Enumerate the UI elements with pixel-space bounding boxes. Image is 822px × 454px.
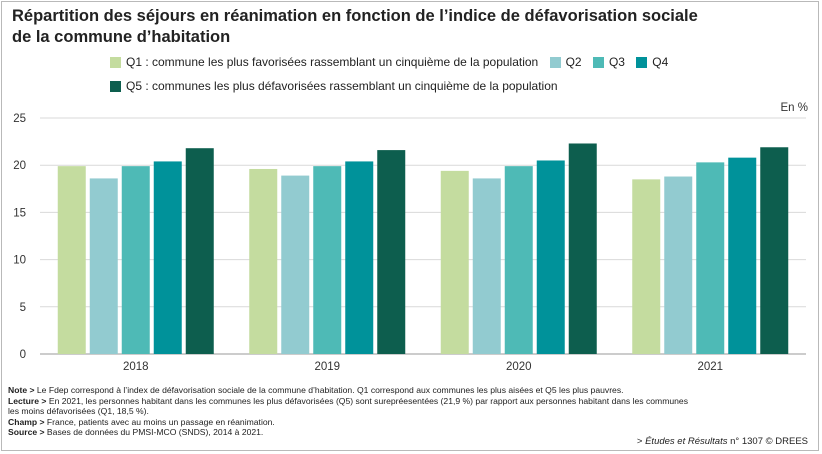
bar-2021-q1 [632, 179, 661, 354]
bar-2020-q5 [568, 143, 597, 354]
bar-2020-q4 [536, 160, 565, 354]
x-tick-label: 2020 [506, 361, 532, 373]
bar-2021-q2 [664, 176, 693, 354]
legend-item-q3: Q3 [592, 55, 625, 69]
bar-2019-q5 [377, 150, 406, 354]
chart-title-line-1: Répartition des séjours en réanimation e… [12, 7, 698, 25]
y-tick-label: 20 [13, 160, 26, 172]
source-line: Source > Bases de données du PMSI-MCO (S… [8, 427, 808, 438]
bar-2020-q3 [504, 166, 533, 354]
champ-text: France, patients avec au moins un passag… [44, 416, 275, 427]
credit-prefix: > [636, 436, 646, 447]
bar-2019-q4 [345, 161, 374, 354]
y-tick-label: 15 [13, 207, 26, 219]
y-tick-label: 0 [20, 349, 26, 361]
note-text: Le Fdep correspond à l’index de défavori… [34, 385, 624, 395]
x-tick-label: 2021 [697, 361, 723, 373]
bar-2021-q3 [696, 162, 725, 354]
bar-2019-q3 [313, 166, 342, 354]
figure-notes: Note > Le Fdep correspond à l’index de d… [8, 385, 808, 438]
lecture-line-2: les moins défavorisées (Q1, 18,5 %). [8, 406, 149, 417]
legend-row-1: Q1 : commune les plus favorisées rassemb… [110, 55, 676, 73]
source-label: Source > [8, 427, 45, 438]
legend-swatch-q1 [110, 56, 121, 68]
y-tick-label: 25 [13, 113, 26, 125]
legend-item-q2: Q2 [549, 55, 582, 69]
x-tick-label: 2019 [314, 361, 340, 373]
legend-label-q5: Q5 : communes les plus défavorisées rass… [126, 79, 558, 93]
bar-2018-q4 [153, 161, 182, 354]
credit-publication: Études et Résultats [645, 436, 728, 447]
bar-2019-q1 [249, 168, 278, 354]
legend-item-q4: Q4 [636, 55, 668, 69]
source-text: Bases de données du PMSI-MCO (SNDS), 201… [44, 427, 264, 438]
bar-2020-q1 [440, 170, 469, 354]
legend-swatch-q3 [592, 56, 604, 68]
y-tick-label: 5 [20, 302, 26, 314]
chart-title: Répartition des séjours en réanimation e… [12, 6, 772, 48]
lecture-text: En 2021, les personnes habitant dans les… [46, 395, 689, 406]
legend-label-q1: Q1 : commune les plus favorisées rassemb… [126, 55, 539, 69]
credit-suffix: n° 1307 © DREES [727, 436, 808, 447]
legend-row-2: Q5 : communes les plus défavorisées rass… [110, 79, 676, 97]
note-line: Note > Le Fdep correspond à l’index de d… [8, 385, 808, 396]
bar-2019-q2 [281, 175, 310, 354]
legend-swatch-q4 [636, 56, 648, 68]
bar-2018-q3 [121, 166, 150, 354]
lecture-line: Lecture > En 2021, les personnes habitan… [8, 396, 808, 407]
legend-swatch-q5 [110, 80, 121, 92]
legend-item-q5: Q5 : communes les plus défavorisées rass… [110, 79, 558, 93]
champ-line: Champ > France, patients avec au moins u… [8, 417, 808, 428]
bar-2018-q2 [89, 178, 118, 354]
note-label: Note > [8, 385, 35, 395]
bar-2018-q1 [57, 166, 86, 354]
y-tick-label: 10 [13, 255, 26, 267]
bar-2021-q5 [760, 147, 789, 354]
legend-swatch-q2 [549, 56, 561, 68]
x-tick-label: 2018 [123, 361, 149, 373]
lecture-label: Lecture > [8, 395, 47, 406]
chart-title-line-2: de la commune d’habitation [12, 28, 231, 46]
unit-label: En % [780, 102, 809, 114]
legend-label-q3: Q3 [608, 55, 625, 69]
bar-2020-q2 [472, 178, 501, 354]
champ-label: Champ > [8, 416, 45, 427]
publication-credit: > Études et Résultats n° 1307 © DREES [637, 436, 808, 447]
chart-legend: Q1 : commune les plus favorisées rassemb… [110, 55, 676, 103]
legend-label-q4: Q4 [652, 55, 669, 69]
legend-label-q2: Q2 [565, 55, 582, 69]
bar-2018-q5 [185, 148, 214, 354]
bar-2021-q4 [728, 157, 757, 354]
legend-item-q1: Q1 : commune les plus favorisées rassemb… [110, 55, 538, 69]
